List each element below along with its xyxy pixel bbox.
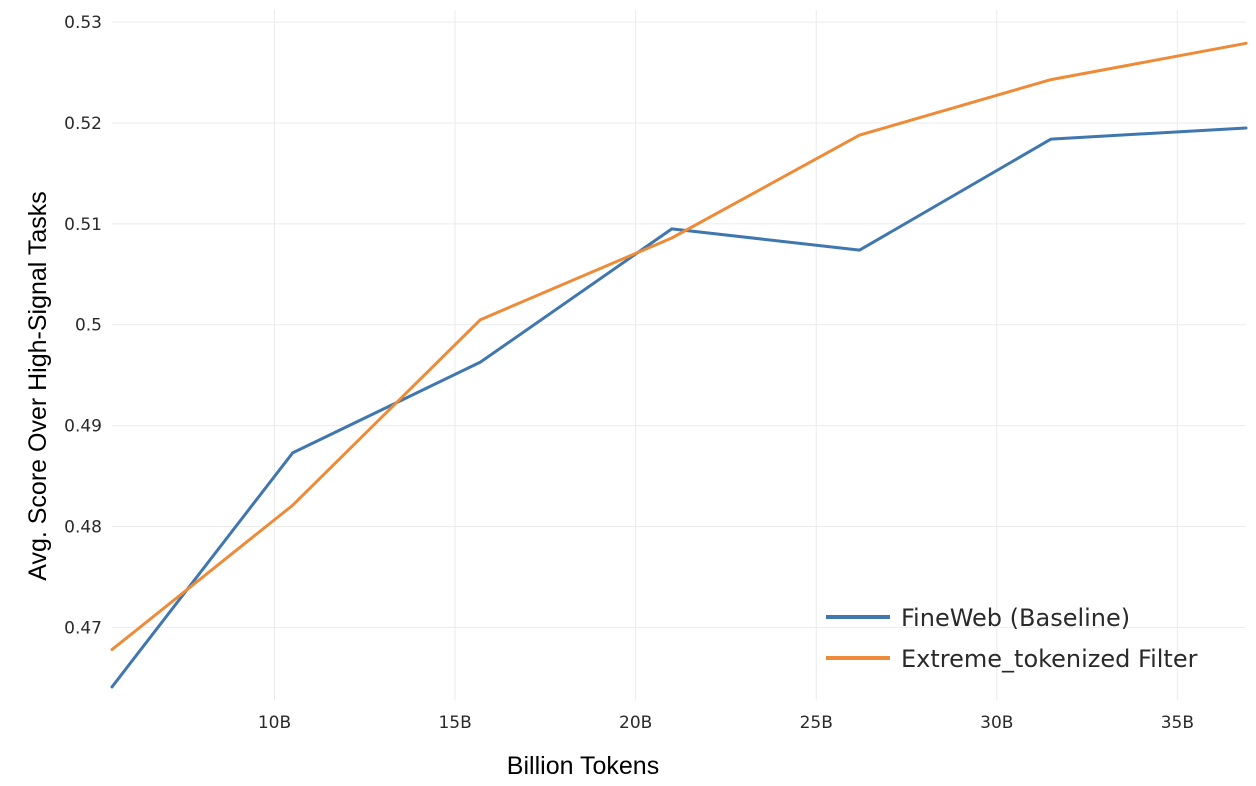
x-gridlines bbox=[274, 10, 1178, 700]
y-tick-label: 0.52 bbox=[64, 114, 102, 134]
x-tick-label: 15B bbox=[438, 713, 471, 733]
series-lines bbox=[110, 41, 1248, 689]
y-tick-label: 0.47 bbox=[64, 618, 102, 638]
y-tick-label: 0.48 bbox=[64, 517, 102, 537]
y-tick-label: 0.51 bbox=[64, 215, 102, 235]
legend: FineWeb (Baseline) Extreme_tokenized Filt… bbox=[826, 604, 1198, 673]
series-line-2 bbox=[110, 41, 1248, 652]
y-tick-labels: 0.47 0.48 0.49 0.5 0.51 0.52 0.53 bbox=[64, 13, 102, 638]
x-axis-title: Billion Tokens bbox=[507, 752, 659, 780]
y-tick-label: 0.53 bbox=[64, 13, 102, 33]
legend-label: Extreme_tokenized Filter bbox=[901, 645, 1198, 673]
x-tick-label: 20B bbox=[619, 713, 652, 733]
x-tick-label: 35B bbox=[1161, 713, 1194, 733]
x-tick-label: 25B bbox=[800, 713, 833, 733]
y-tick-label: 0.5 bbox=[75, 316, 102, 336]
y-tick-label: 0.49 bbox=[64, 417, 102, 437]
y-gridlines bbox=[112, 21, 1246, 628]
x-tick-labels: 10B 15B 20B 25B 30B 35B bbox=[258, 713, 1194, 733]
y-axis-title: Avg. Score Over High-Signal Tasks bbox=[24, 191, 52, 581]
series-line-1 bbox=[110, 126, 1248, 689]
x-tick-label: 10B bbox=[258, 713, 291, 733]
legend-label: FineWeb (Baseline) bbox=[901, 604, 1130, 632]
x-tick-label: 30B bbox=[980, 713, 1013, 733]
